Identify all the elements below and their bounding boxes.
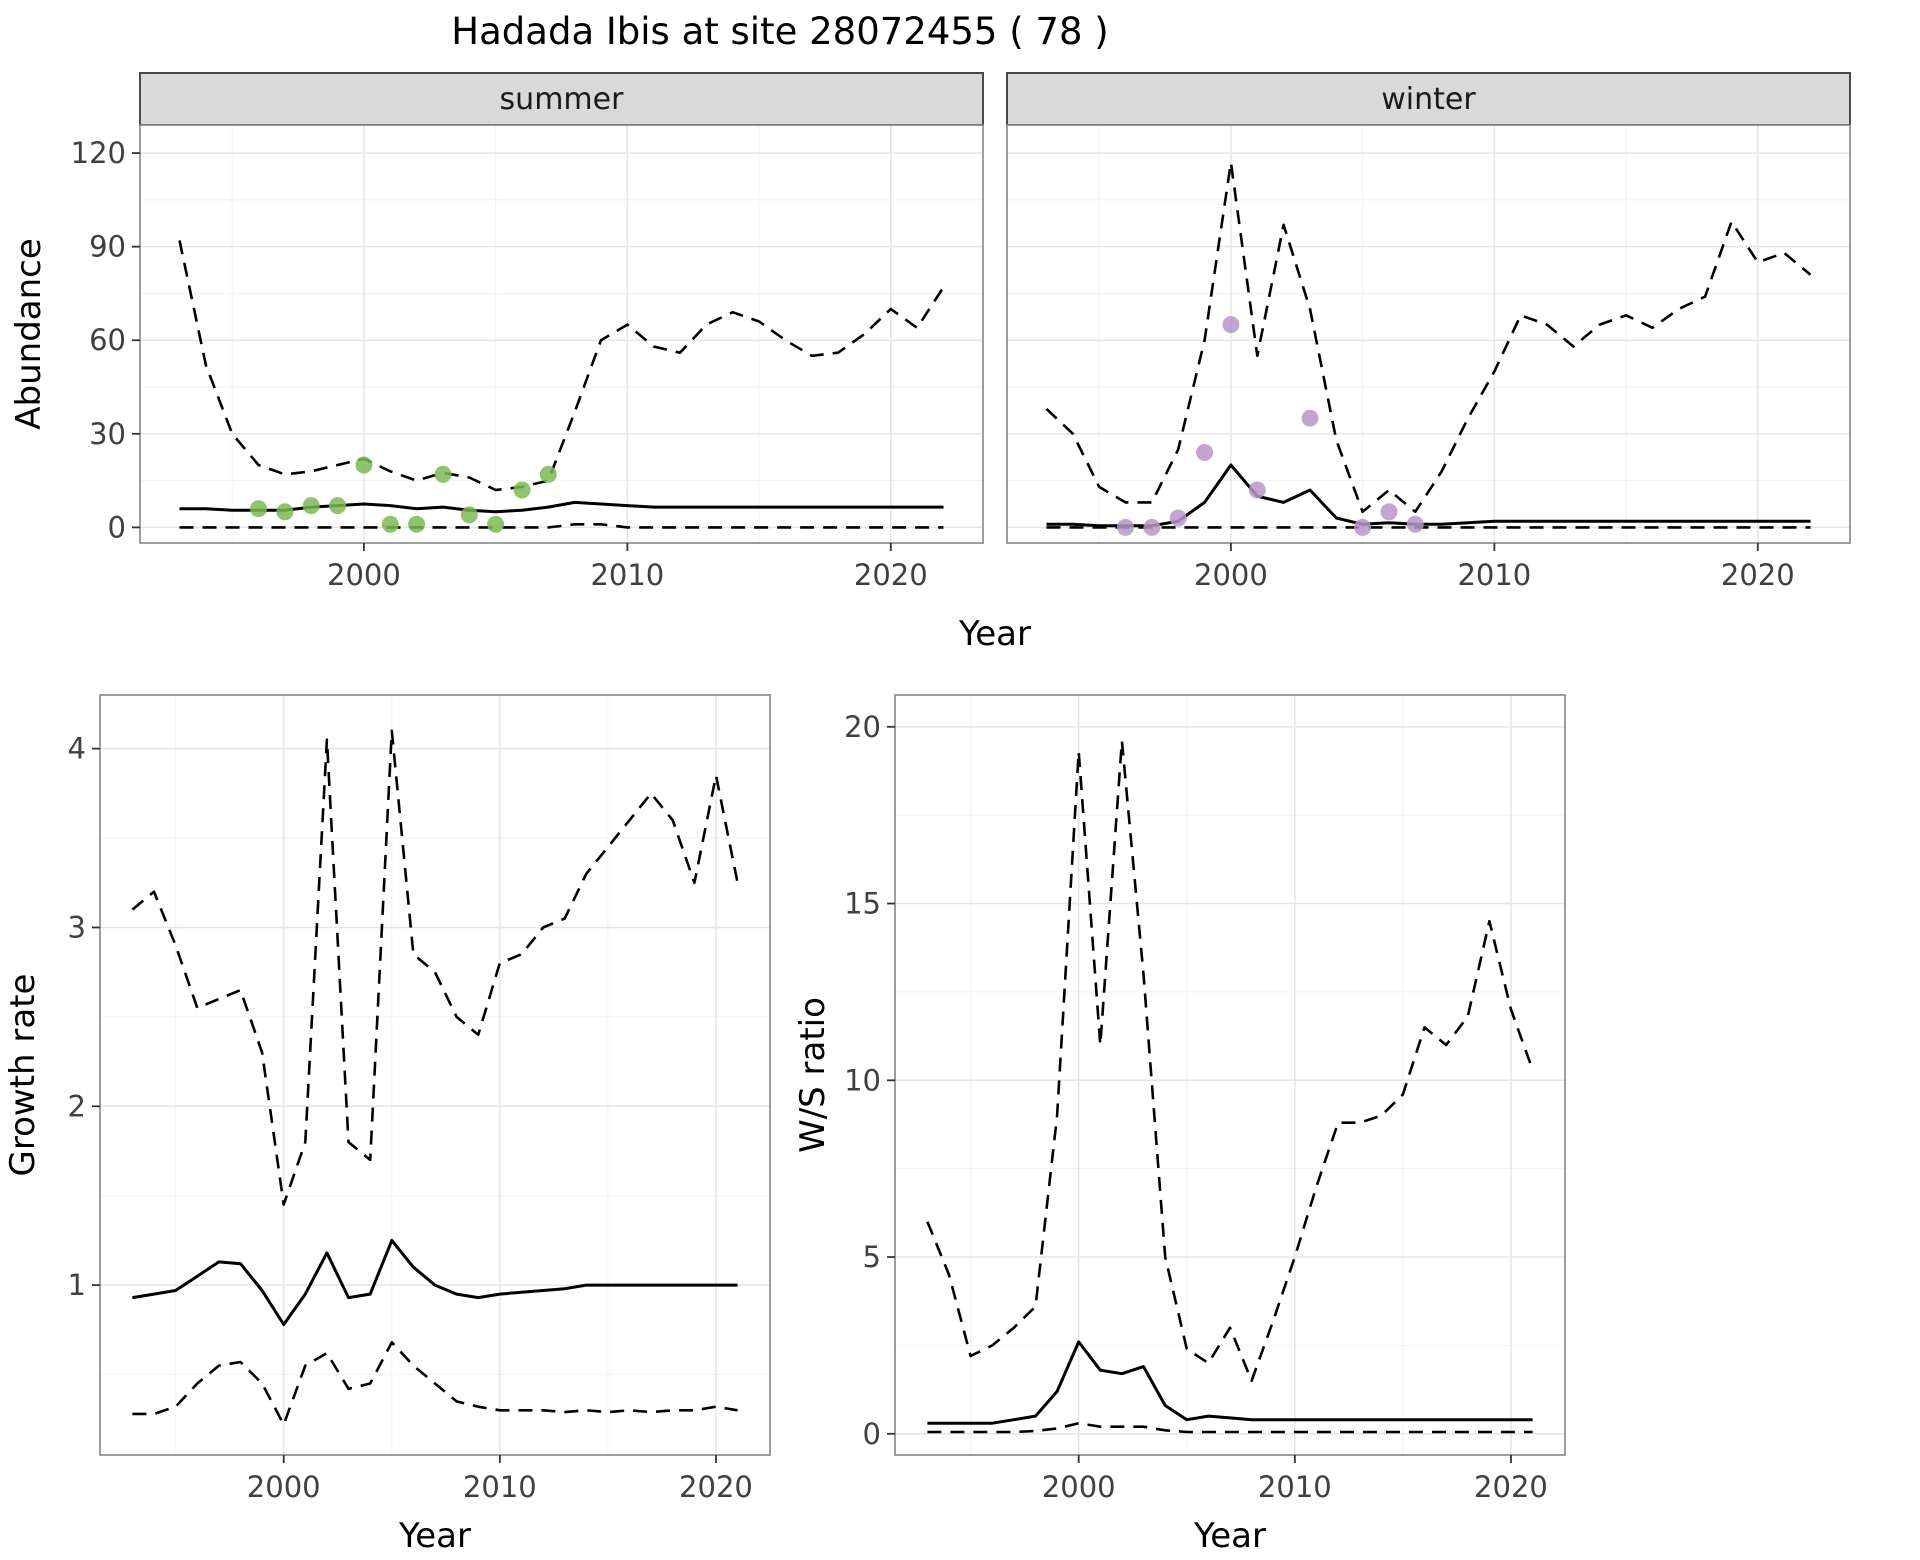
observed-summer-point bbox=[329, 497, 347, 515]
observed-winter-point bbox=[1117, 518, 1134, 536]
y-tick-label: 120 bbox=[71, 136, 126, 170]
growth-lower-ci-line bbox=[132, 1340, 738, 1426]
x-tick-label: 2010 bbox=[1258, 1470, 1332, 1504]
y-tick-label: 15 bbox=[844, 887, 881, 921]
observed-summer-point bbox=[513, 481, 531, 499]
x-axis-title: Year bbox=[1193, 1516, 1266, 1556]
y-tick-label: 0 bbox=[863, 1417, 881, 1451]
observed-summer-point bbox=[460, 506, 478, 524]
x-tick-label: 2020 bbox=[1721, 558, 1795, 592]
x-axis-title: Year bbox=[398, 1516, 471, 1556]
observed-winter-point bbox=[1406, 515, 1424, 533]
y-tick-label: 0 bbox=[108, 510, 126, 544]
y-axis-title: W/S ratio bbox=[793, 997, 833, 1153]
facet-label-summer: summer bbox=[500, 82, 625, 117]
x-tick-label: 2010 bbox=[590, 558, 664, 592]
ws-upper-ci-line bbox=[926, 739, 1534, 1383]
panel-border bbox=[139, 124, 984, 544]
y-tick-label: 2 bbox=[68, 1089, 86, 1123]
y-tick-label: 10 bbox=[844, 1063, 881, 1097]
x-tick-label: 2010 bbox=[463, 1470, 537, 1504]
observed-summer-point bbox=[250, 500, 267, 518]
observed-summer-point bbox=[434, 465, 452, 483]
y-tick-label: 3 bbox=[68, 910, 86, 944]
ws-lower-ci-line bbox=[927, 1421, 1533, 1434]
summer-lower-ci-line bbox=[179, 522, 944, 529]
y-axis-title: Growth rate bbox=[3, 974, 43, 1177]
x-tick-label: 2010 bbox=[1457, 558, 1531, 592]
observed-winter-point bbox=[1354, 518, 1372, 536]
winter-upper-ci-line bbox=[1045, 161, 1812, 514]
observed-winter-point bbox=[1248, 481, 1266, 499]
panel-background bbox=[100, 695, 770, 1455]
x-tick-label: 2000 bbox=[1042, 1470, 1116, 1504]
growth-median-line bbox=[132, 1238, 738, 1326]
growth-rate-chart: 2000 2010 2020 1 2 3 4 Year Growth rate bbox=[3, 694, 771, 1556]
observed-winter-point bbox=[1222, 316, 1240, 334]
x-tick-label: 2020 bbox=[679, 1470, 753, 1504]
panel-border bbox=[894, 694, 1566, 1456]
growth-upper-ci-line bbox=[131, 729, 739, 1206]
panel-background bbox=[895, 695, 1565, 1455]
observed-summer-point bbox=[487, 515, 505, 533]
x-tick-label: 2000 bbox=[247, 1470, 321, 1504]
panel-border bbox=[1006, 124, 1851, 544]
observed-winter-point bbox=[1380, 503, 1398, 521]
panel-background bbox=[1007, 125, 1850, 543]
observed-summer-point bbox=[276, 503, 294, 521]
x-tick-label: 2000 bbox=[327, 558, 401, 592]
y-tick-label: 4 bbox=[68, 732, 86, 766]
y-tick-label: 1 bbox=[68, 1268, 86, 1302]
x-tick-label: 2020 bbox=[854, 558, 928, 592]
panel-border bbox=[99, 694, 771, 1456]
ws-ratio-chart: 2000 2010 2020 0 5 10 15 20 Year W/S ratio bbox=[793, 694, 1566, 1556]
x-tick-label: 2020 bbox=[1474, 1470, 1548, 1504]
observed-summer-point bbox=[355, 456, 373, 474]
y-tick-label: 5 bbox=[863, 1240, 881, 1274]
observed-summer-point bbox=[408, 515, 426, 533]
y-tick-label: 30 bbox=[89, 417, 126, 451]
observed-winter-point bbox=[1196, 444, 1214, 461]
observed-summer-point bbox=[539, 465, 557, 483]
figure-title: Hadada Ibis at site 28072455 ( 78 ) bbox=[451, 10, 1109, 53]
summer-upper-ci-line bbox=[178, 240, 945, 492]
observed-winter-point bbox=[1169, 509, 1187, 527]
ws-median-line bbox=[927, 1340, 1533, 1425]
x-tick-label: 2000 bbox=[1194, 558, 1268, 592]
observed-summer-point bbox=[302, 497, 320, 515]
y-tick-label: 20 bbox=[844, 710, 881, 744]
y-tick-label: 90 bbox=[89, 230, 126, 264]
y-tick-label: 60 bbox=[89, 323, 126, 357]
y-axis-title: Abundance bbox=[9, 238, 49, 430]
x-axis-title: Year bbox=[958, 614, 1031, 654]
abundance-faceted-chart: summer 2000 2010 2020 0 30 60 90 120 winter 2000 20… bbox=[9, 72, 1851, 654]
facet-strip-summer bbox=[139, 72, 984, 126]
observed-summer-point bbox=[381, 515, 399, 533]
observed-winter-point bbox=[1301, 409, 1319, 427]
observed-winter-point bbox=[1143, 518, 1161, 536]
facet-label-winter: winter bbox=[1381, 82, 1476, 117]
